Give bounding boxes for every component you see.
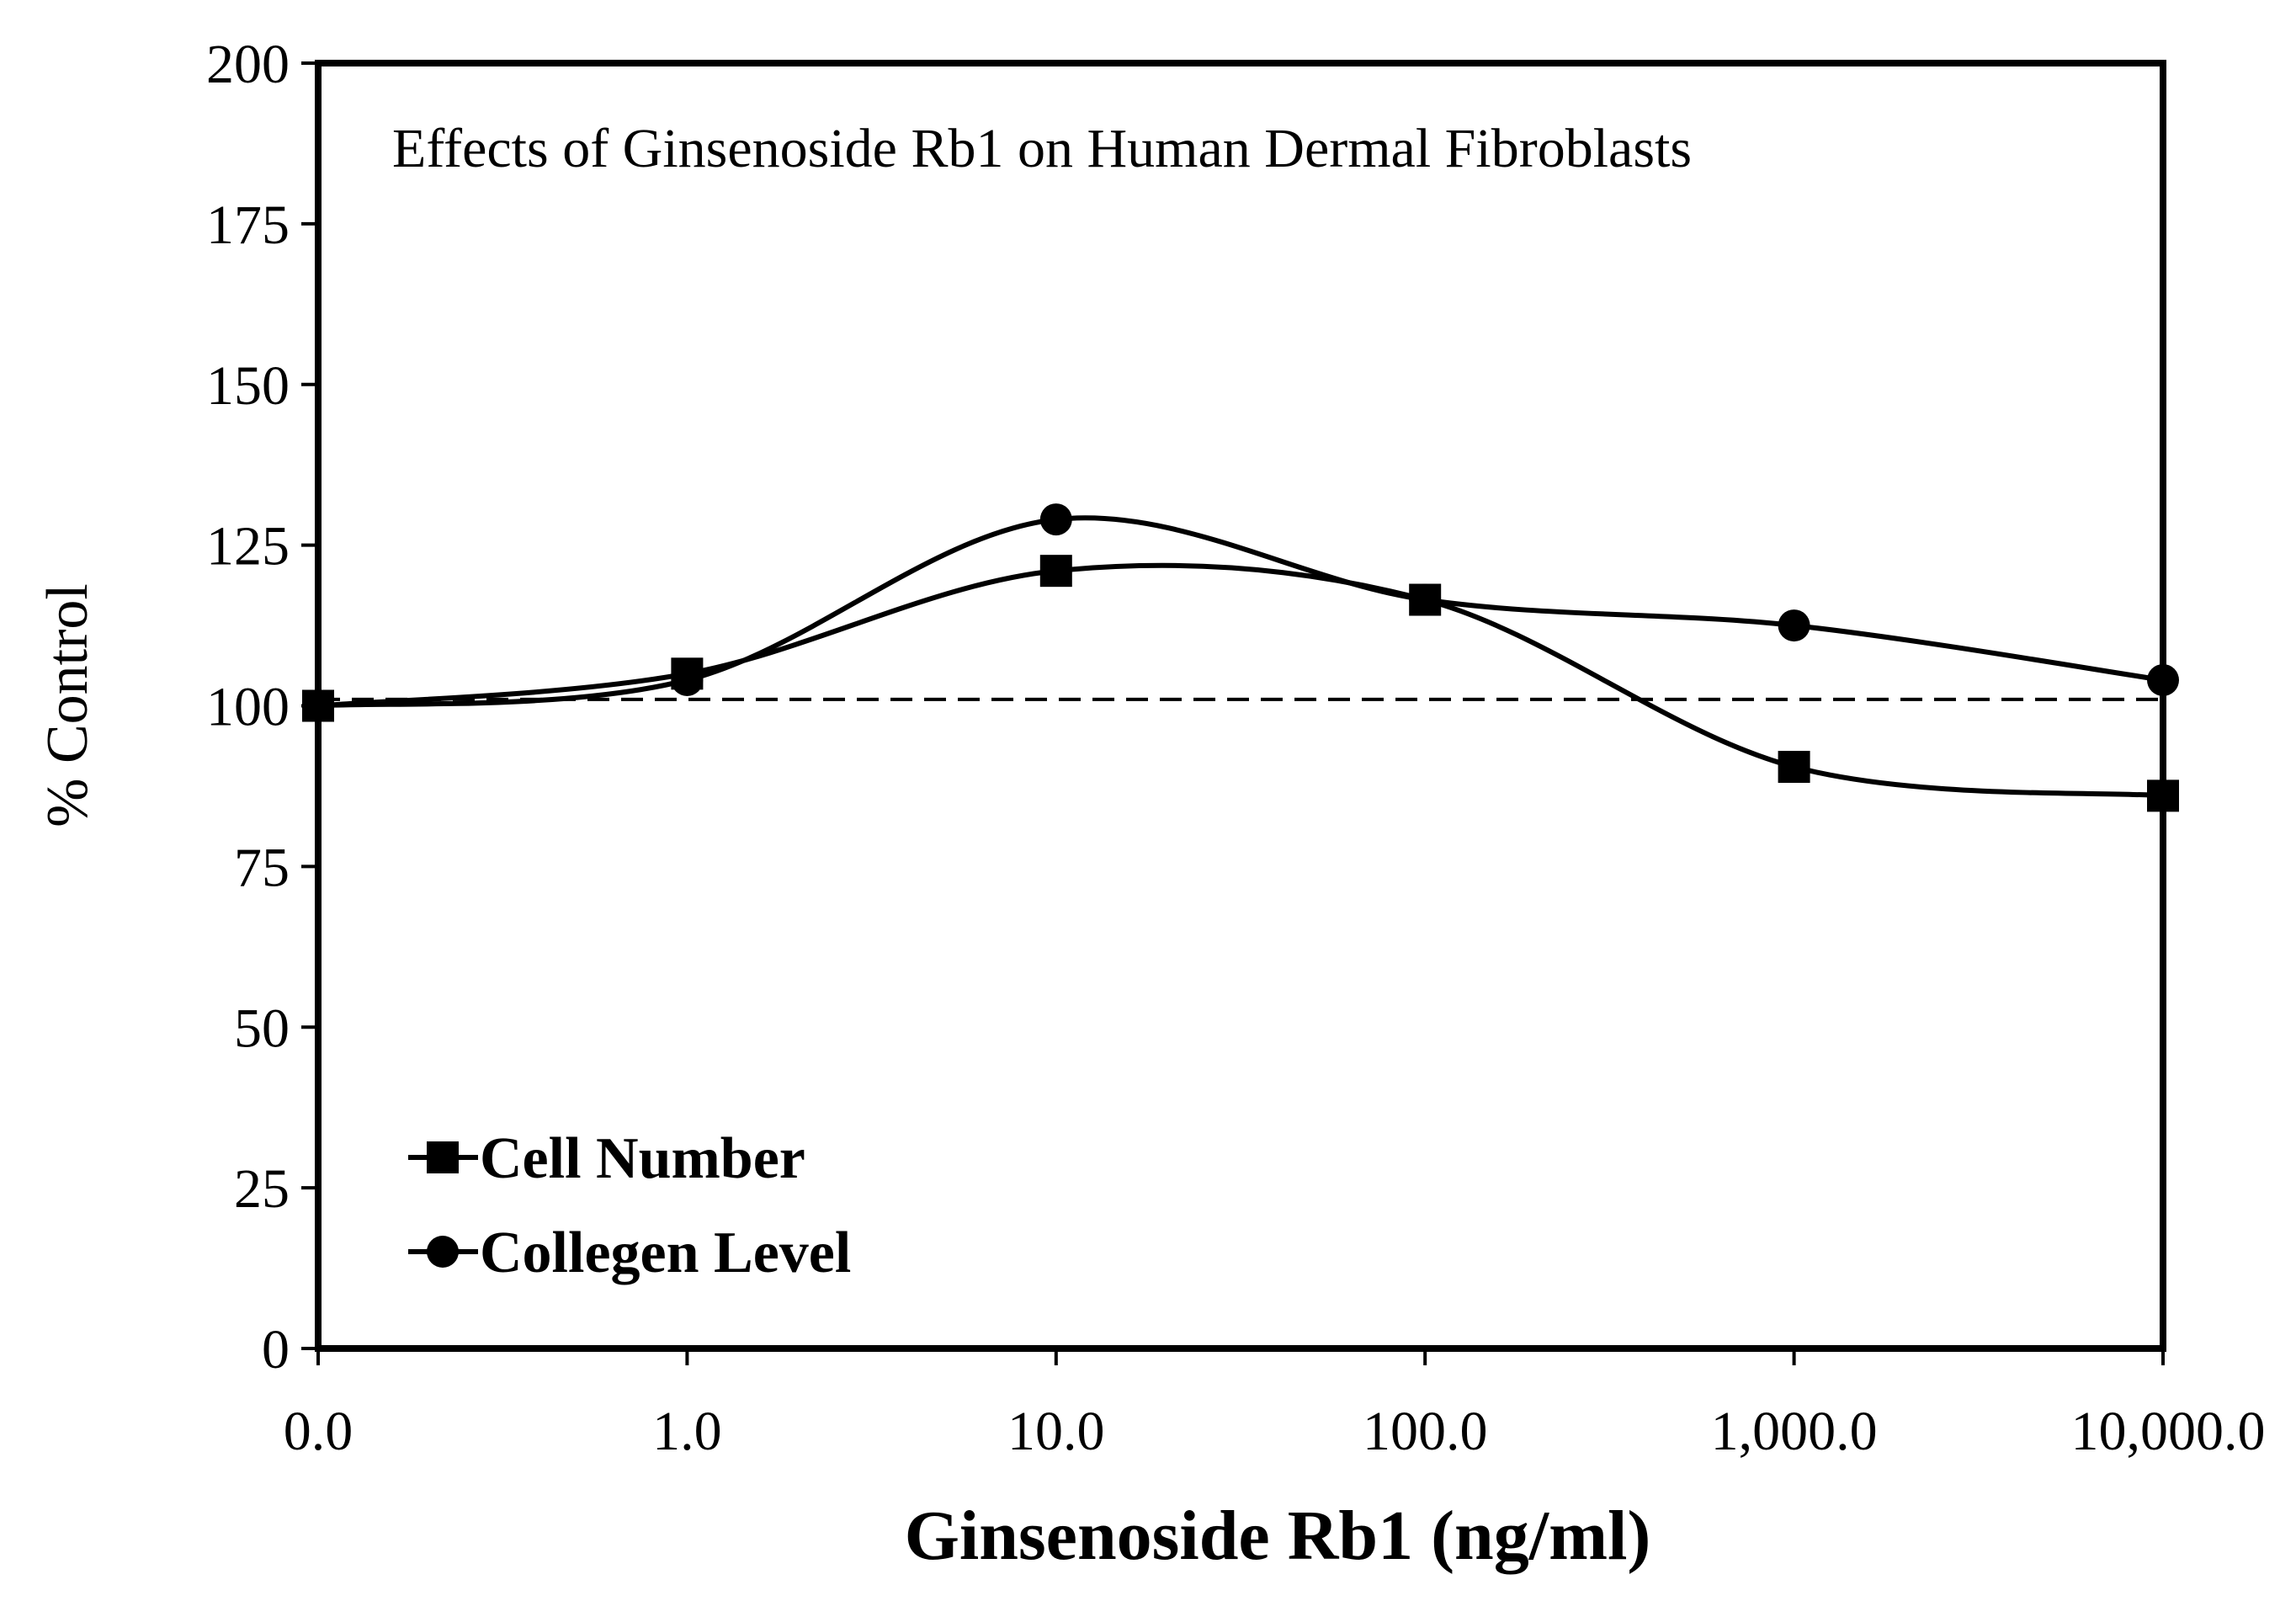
point-cell-number — [1039, 555, 1072, 588]
y-tick-label: 175 — [206, 194, 290, 256]
series-line-cell-number — [317, 562, 2164, 799]
legend-marker-cell-number — [427, 1141, 459, 1173]
point-collegen-level — [671, 663, 704, 696]
point-collegen-level — [1778, 609, 1810, 642]
legend-marker-collegen-level — [427, 1236, 459, 1268]
chart-title: Effects of Ginsenoside Rb1 on Human Derm… — [392, 118, 1692, 179]
legend-label-collegen-level: Collegen Level — [480, 1221, 851, 1285]
x-tick-label: 0.0 — [284, 1401, 353, 1462]
series-line-collegen-level — [317, 515, 2164, 709]
legend: Cell Number Collegen Level — [408, 1126, 851, 1285]
x-tick-label: 10.0 — [1007, 1401, 1105, 1462]
x-tick-label: 10,000.0 — [2071, 1401, 2266, 1462]
y-tick-label: 75 — [234, 837, 290, 898]
x-axis-title: Ginsenoside Rb1 (ng/ml) — [905, 1497, 1651, 1575]
y-tick-label: 25 — [234, 1158, 290, 1220]
x-tick-label: 1,000.0 — [1711, 1401, 1878, 1462]
legend-label-cell-number: Cell Number — [480, 1126, 805, 1191]
x-tick-label: 100.0 — [1363, 1401, 1488, 1462]
y-tick-label: 50 — [234, 997, 290, 1059]
y-tick-label: 200 — [206, 34, 290, 95]
series-layer — [302, 503, 2179, 812]
y-axis-title: % Control — [35, 583, 100, 827]
y-tick-label: 150 — [206, 355, 290, 417]
y-tick-label: 125 — [206, 516, 290, 577]
point-cell-number — [1778, 751, 1810, 784]
y-tick-label: 100 — [206, 677, 290, 738]
point-collegen-level — [1409, 583, 1442, 616]
axes-layer: 0 25 50 75 100 125 150 175 200 0.0 1.0 10.0 100.0 1,0… — [206, 34, 2266, 1462]
y-tick-label: 0 — [262, 1319, 290, 1380]
plot-frame — [315, 60, 2166, 1352]
point-collegen-level — [1039, 503, 1072, 536]
x-tick-label: 1.0 — [652, 1401, 722, 1462]
series-collegen-level — [302, 503, 2179, 722]
